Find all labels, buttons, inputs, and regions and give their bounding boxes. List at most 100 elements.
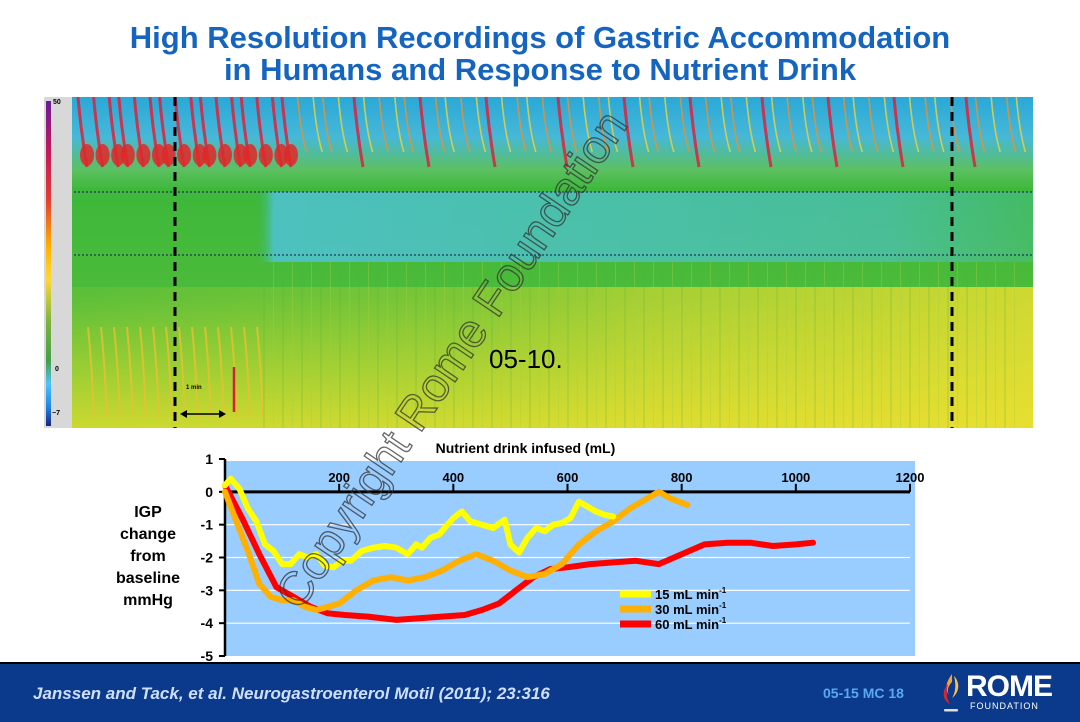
- contraction-blob: [120, 144, 135, 166]
- contraction-blob: [192, 144, 207, 166]
- legend-label-superscript: -1: [719, 601, 727, 610]
- y-label-line: mmHg: [123, 592, 173, 609]
- y-label-line: change: [119, 526, 176, 543]
- pressure-wave: [256, 326, 264, 418]
- contraction-streak: [352, 97, 365, 168]
- pressure-wave: [243, 326, 251, 418]
- scale-max-label: 50: [53, 99, 61, 106]
- contraction-streak: [312, 97, 323, 153]
- contraction-streak: [679, 97, 691, 153]
- time-scale-label: 1 min: [186, 385, 202, 391]
- pressure-wave: [113, 326, 121, 418]
- pressure-wave: [191, 326, 199, 418]
- color-scale-bar: [46, 101, 51, 426]
- contraction-blob: [202, 144, 217, 166]
- pressure-wave: [204, 326, 212, 418]
- contraction-blob: [274, 144, 289, 166]
- pressure-wave: [178, 326, 186, 418]
- contraction-blob: [136, 144, 151, 166]
- contraction-streak: [924, 97, 935, 153]
- contraction-streak: [1015, 97, 1027, 153]
- rome-foundation-logo: ROME FOUNDATION: [938, 670, 1063, 716]
- pressure-wave: [152, 326, 160, 418]
- contraction-blob: [258, 144, 273, 166]
- y-tick-label: -3: [201, 582, 214, 598]
- contraction-streak: [892, 97, 905, 168]
- contraction-streak: [704, 97, 716, 153]
- contraction-blob: [284, 144, 298, 166]
- contraction-streak: [852, 97, 863, 153]
- contraction-streak: [745, 97, 757, 153]
- y-tick-label: -4: [201, 615, 214, 631]
- x-tick-label: 1200: [896, 470, 925, 485]
- contraction-streak: [434, 97, 446, 153]
- legend-label-superscript: -1: [719, 616, 727, 625]
- contraction-streak: [418, 97, 431, 168]
- pressure-wave: [139, 326, 147, 418]
- pressure-wave: [100, 326, 108, 418]
- contraction-streak: [786, 97, 797, 153]
- x-axis-label: Nutrient drink infused (mL): [436, 440, 616, 456]
- logo-wordmark: ROME: [966, 670, 1053, 703]
- contraction-streak: [826, 97, 839, 168]
- y-label-line: IGP: [134, 504, 162, 521]
- contraction-streak: [362, 97, 374, 153]
- contraction-streak: [378, 97, 389, 153]
- contraction-blob: [218, 144, 232, 166]
- contraction-streak: [974, 97, 986, 153]
- x-tick-label: 800: [671, 470, 693, 485]
- x-tick-label: 200: [328, 470, 350, 485]
- contraction-blob: [233, 144, 248, 166]
- slide-stamp: 05-10.: [489, 344, 563, 374]
- logo-subtext: FOUNDATION: [970, 701, 1039, 711]
- y-tick-label: 0: [205, 484, 213, 500]
- y-label-line: baseline: [115, 570, 181, 587]
- y-label-line: from: [130, 548, 166, 565]
- x-tick-label: 400: [442, 470, 464, 485]
- igp-line-chart: 1 0 -1 -2 -3 -4 -5 200 400 600 800 1000 1200 15 mL …: [201, 440, 925, 662]
- contraction-streak: [516, 97, 527, 153]
- contraction-streak: [868, 97, 879, 153]
- contraction-streak: [322, 97, 333, 153]
- scale-min-label: −7: [52, 410, 60, 417]
- contraction-streak: [638, 97, 650, 153]
- contraction-streak: [1006, 97, 1017, 153]
- contraction-streak: [607, 97, 619, 153]
- contraction-streak: [908, 97, 920, 153]
- contraction-streak: [598, 97, 609, 153]
- contraction-streak: [475, 97, 487, 153]
- contraction-streak: [842, 97, 854, 153]
- contraction-streak: [648, 97, 659, 153]
- slide-code: 05-15 MC 18: [823, 685, 904, 701]
- y-tick-label: 1: [205, 451, 213, 467]
- y-axis-label: IGP change from baseline mmHg: [100, 502, 196, 612]
- contraction-streak: [760, 97, 773, 168]
- contraction-streak: [394, 97, 405, 153]
- contraction-blob: [152, 144, 166, 166]
- contraction-streak: [883, 97, 895, 153]
- y-tick-label: -5: [201, 648, 214, 662]
- contraction-streak: [541, 97, 553, 153]
- contraction-blob: [243, 144, 258, 166]
- y-tick-label: -2: [201, 550, 214, 566]
- pressure-heatmap: [44, 97, 1033, 428]
- contraction-streak: [802, 97, 813, 153]
- contraction-streak: [964, 97, 977, 168]
- contraction-streak: [770, 97, 782, 153]
- contraction-blob: [111, 144, 126, 166]
- contraction-streak: [296, 97, 308, 153]
- contraction-streak: [460, 97, 471, 153]
- title-line-2: in Humans and Response to Nutrient Drink: [223, 52, 857, 87]
- contraction-streak: [556, 97, 569, 168]
- contraction-blob: [95, 144, 110, 166]
- contraction-streak: [484, 97, 497, 168]
- contraction-streak: [444, 97, 455, 153]
- legend-label: 60 mL min-1: [655, 616, 727, 632]
- pressure-wave: [87, 326, 95, 418]
- contraction-streak: [582, 97, 593, 153]
- contraction-streak: [934, 97, 945, 153]
- contraction-streak: [720, 97, 731, 153]
- contraction-streak: [526, 97, 537, 153]
- contraction-streak: [337, 97, 349, 153]
- slide-footer: Janssen and Tack, et al. Neurogastroente…: [0, 662, 1080, 722]
